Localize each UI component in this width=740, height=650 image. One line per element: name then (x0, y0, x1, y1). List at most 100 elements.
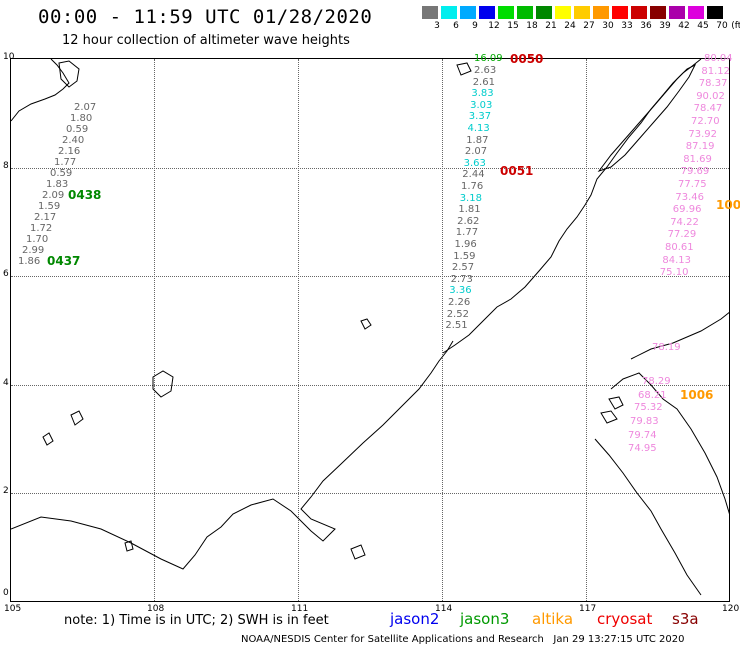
satellite-legend-jason3: jason3 (460, 610, 510, 628)
wave-height-value: 1.72 (30, 223, 53, 234)
scale-label: 45 (697, 21, 709, 31)
wave-height-value: 1.70 (26, 234, 49, 245)
wave-height-value: 1.76 (461, 181, 484, 192)
wave-height-value: 2.62 (457, 215, 480, 227)
wave-height-value: 80.61 (665, 242, 694, 253)
wave-height-value: 1.80 (70, 113, 93, 124)
wave-height-value: 78.47 (693, 103, 723, 115)
scale-swatch (631, 6, 647, 19)
scale-label: 70 (716, 21, 728, 31)
footer-credit: NOAA/NESDIS Center for Satellite Applica… (241, 634, 685, 645)
island-small-5 (456, 62, 472, 76)
map-subtitle: 12 hour collection of altimeter wave hei… (62, 33, 350, 48)
scale-swatch (479, 6, 495, 19)
wave-height-value: 1.59 (38, 201, 61, 212)
pass-time-label: 0050 (510, 52, 544, 66)
wave-height-value: 75.32 (634, 402, 663, 413)
scale-swatch (688, 6, 704, 19)
y-tick-label: 10 (3, 52, 15, 62)
wave-height-value: 80.04 (704, 53, 733, 64)
scale-swatch (612, 6, 628, 19)
y-tick-label: 4 (3, 378, 9, 388)
satellite-legend-s3a: s3a (672, 610, 699, 628)
island-natuna (152, 370, 174, 398)
wave-height-value: 75.10 (659, 267, 689, 279)
scale-swatch (441, 6, 457, 19)
wave-height-value: 2.61 (472, 76, 495, 88)
grid-line-lat-8 (11, 168, 729, 169)
x-tick-label: 105 (4, 604, 22, 614)
wave-height-value: 2.09 (42, 190, 65, 201)
wave-height-value: 2.17 (34, 212, 57, 223)
island-anambas (70, 410, 84, 426)
wave-height-value: 79.69 (680, 166, 710, 178)
grid-line-lon-117 (586, 59, 587, 601)
wave-height-value: 84.13 (662, 254, 692, 266)
pass-time-label: 0438 (68, 188, 102, 202)
wave-height-value: 3.03 (470, 99, 493, 111)
wave-height-value: 73.92 (688, 128, 718, 140)
scale-swatch (498, 6, 514, 19)
scale-label: 24 (564, 21, 576, 31)
grid-line-lon-111 (298, 59, 299, 601)
wave-height-value: 90.02 (696, 90, 725, 102)
x-tick-label: 108 (147, 604, 165, 614)
wave-height-value: 1.87 (466, 134, 489, 146)
coastline-borneo-east (610, 372, 729, 515)
coastline-east-south (594, 438, 702, 596)
wave-height-value: 1.86 (18, 256, 41, 267)
scale-label: 42 (678, 21, 690, 31)
island-palawan (597, 63, 697, 172)
scale-swatch (593, 6, 609, 19)
island-small-2 (350, 544, 366, 560)
wave-height-value: 78.37 (698, 78, 728, 90)
wave-height-value: 1.96 (454, 239, 477, 250)
scale-swatch (422, 6, 438, 19)
map-title: 00:00 - 11:59 UTC 01/28/2020 (38, 6, 373, 28)
wave-height-value: 2.07 (464, 146, 488, 158)
satellite-legend-altika: altika (532, 610, 574, 628)
wave-height-value: 4.13 (467, 123, 490, 134)
scale-swatch (650, 6, 666, 19)
wave-height-value: 2.73 (450, 273, 473, 285)
wave-height-value: 68.21 (638, 390, 667, 401)
scale-label: 15 (507, 21, 519, 31)
scale-swatch (669, 6, 685, 19)
wave-height-value: 3.18 (459, 192, 482, 204)
y-tick-label: 0 (3, 588, 9, 598)
wave-height-value: 0.59 (66, 124, 89, 135)
wave-height-value: 87.19 (685, 141, 715, 153)
wave-height-value: 69.96 (672, 204, 702, 216)
coastline (11, 59, 729, 596)
wave-height-value: 74.22 (670, 216, 699, 228)
wave-height-value: 73.46 (675, 191, 705, 203)
wave-height-value: 2.40 (62, 135, 85, 146)
wave-height-value: 72.70 (691, 116, 720, 127)
wave-height-value: 2.51 (445, 320, 468, 332)
scale-swatch (555, 6, 571, 19)
y-tick-label: 2 (3, 486, 9, 496)
wave-height-value: 2.63 (474, 65, 497, 76)
pass-time-label: 1006 (680, 388, 714, 402)
wave-height-value: 78.29 (642, 376, 671, 387)
map-frame (10, 58, 730, 602)
scale-label: 18 (526, 21, 538, 31)
wave-height-value: 78.19 (652, 342, 681, 353)
wave-height-value: 2.07 (74, 102, 97, 113)
wave-height-value: 1.81 (458, 204, 481, 216)
wave-height-value: 81.69 (683, 153, 712, 165)
grid-line-lat-2 (11, 493, 729, 494)
island-small-4 (360, 318, 372, 330)
pass-time-label: 0051 (500, 164, 534, 178)
scale-label: 36 (640, 21, 652, 31)
island-small-7 (600, 410, 618, 424)
scale-label: 33 (621, 21, 633, 31)
y-tick-label: 8 (3, 161, 9, 171)
wave-height-value: 2.99 (22, 245, 45, 256)
scale-label: 39 (659, 21, 671, 31)
coastline-sulu (630, 311, 729, 360)
x-tick-label: 111 (291, 604, 309, 614)
footer-note: note: 1) Time is in UTC; 2) SWH is in fe… (64, 613, 329, 628)
wave-height-value: 3.83 (471, 88, 494, 100)
island-vietnam (58, 60, 80, 88)
